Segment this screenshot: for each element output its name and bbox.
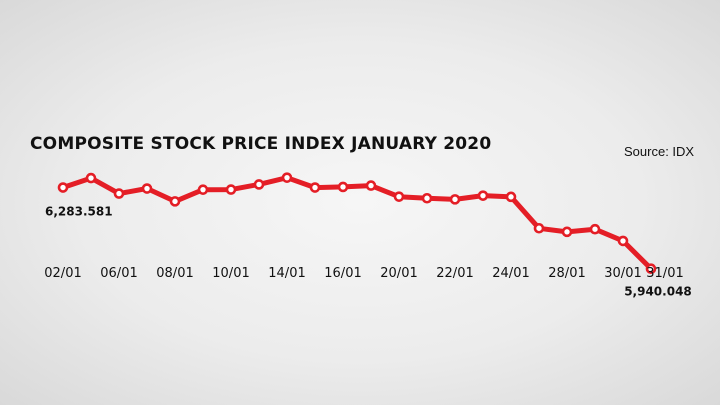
data-point[interactable] — [85, 172, 97, 184]
data-point[interactable] — [281, 172, 293, 183]
data-point[interactable] — [645, 263, 657, 275]
x-tick-label: 14/01 — [268, 266, 305, 281]
data-point[interactable] — [197, 184, 209, 195]
x-tick-label: 30/01 — [604, 266, 641, 281]
x-tick-label: 06/01 — [100, 266, 137, 281]
data-point[interactable] — [589, 223, 601, 235]
data-point[interactable] — [477, 190, 489, 201]
x-tick-label: 22/01 — [436, 266, 473, 281]
data-point[interactable] — [393, 191, 405, 202]
data-point[interactable] — [561, 226, 573, 238]
data-label: 5,940.048 — [624, 285, 692, 299]
data-point[interactable] — [365, 180, 377, 191]
x-tick-label: 02/01 — [44, 266, 81, 281]
series-line — [60, 175, 654, 272]
chart-source: Source: IDX — [624, 144, 695, 159]
data-point[interactable] — [225, 184, 237, 195]
data-point[interactable] — [57, 182, 69, 193]
data-point[interactable] — [505, 191, 517, 203]
data-point[interactable] — [533, 222, 545, 234]
x-tick-label: 28/01 — [548, 266, 585, 281]
data-point[interactable] — [449, 194, 461, 205]
x-tick-label: 24/01 — [492, 266, 529, 281]
data-point[interactable] — [253, 179, 265, 190]
chart-title: COMPOSITE STOCK PRICE INDEX JANUARY 2020 — [30, 134, 492, 154]
data-point[interactable] — [337, 181, 349, 193]
data-point[interactable] — [617, 235, 629, 247]
data-point[interactable] — [141, 183, 153, 194]
data-point[interactable] — [421, 192, 433, 204]
x-tick-label: 20/01 — [380, 266, 417, 281]
data-point[interactable] — [169, 196, 181, 207]
data-label: 6,283.581 — [45, 205, 113, 219]
data-point[interactable] — [113, 188, 125, 199]
x-tick-label: 16/01 — [324, 266, 361, 281]
x-tick-label: 31/01 — [646, 266, 683, 281]
x-tick-label: 10/01 — [212, 266, 249, 281]
x-tick-label: 08/01 — [156, 266, 193, 281]
data-point[interactable] — [309, 182, 321, 193]
